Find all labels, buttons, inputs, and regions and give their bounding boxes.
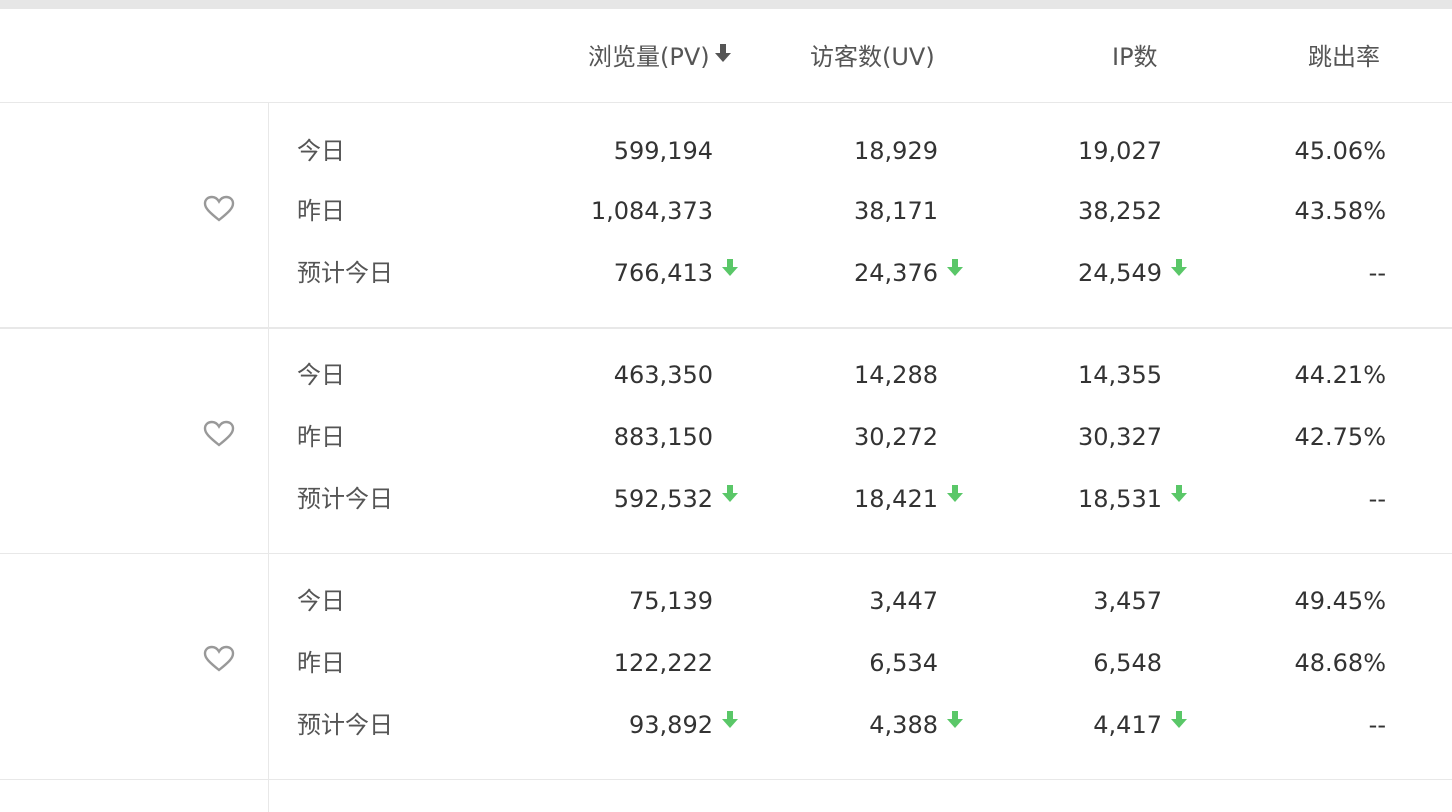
site-group: 今日 463,350 14,288 14,355 44.21% 昨日 883,1… [0,329,1452,554]
bounce-rate-value: 48.68% [1294,649,1386,677]
uv-value: 18,421 [854,485,938,513]
table-header: 浏览量(PV) 访客数(UV) IP数 跳出率 [0,9,1452,103]
bounce-rate-value: 42.75% [1294,423,1386,451]
bounce-rate-value: 44.21% [1294,361,1386,389]
column-header-pv-label: 浏览量(PV) [588,43,710,71]
row-label: 今日 [297,587,345,615]
row-label: 昨日 [297,197,345,225]
column-header-bounce-rate[interactable]: 跳出率 [1308,43,1380,71]
column-divider [268,329,269,554]
top-border [0,0,1452,9]
column-divider [268,780,269,812]
ip-value: 24,549 [1078,259,1162,287]
down-arrow-icon [721,709,739,731]
bounce-rate-value: 43.58% [1294,197,1386,225]
ip-value: 18,531 [1078,485,1162,513]
favorite-heart-icon[interactable] [203,420,235,448]
table-row-yesterday: 昨日 883,150 30,272 30,327 42.75% [0,417,1452,457]
uv-value: 6,534 [869,649,938,677]
ip-value: 38,252 [1078,197,1162,225]
ip-value: 30,327 [1078,423,1162,451]
down-arrow-icon [721,257,739,279]
row-label: 今日 [297,137,345,165]
table-row-today: 今日 75,139 3,447 3,457 49.45% [0,581,1452,621]
bounce-rate-value: -- [1368,259,1386,287]
column-divider [268,554,269,780]
pv-value: 883,150 [613,423,713,451]
group-divider [0,779,1452,780]
ip-value: 14,355 [1078,361,1162,389]
table-row-forecast: 预计今日 592,532 18,421 18,531 -- [0,479,1452,519]
down-arrow-icon [946,709,964,731]
table-row-yesterday: 昨日 122,222 6,534 6,548 48.68% [0,643,1452,683]
row-label: 昨日 [297,649,345,677]
sort-desc-icon[interactable] [714,42,732,70]
down-arrow-icon [721,483,739,505]
ip-value: 3,457 [1093,587,1162,615]
down-arrow-icon [1170,257,1188,279]
down-arrow-icon [1170,709,1188,731]
uv-value: 4,388 [869,711,938,739]
row-label: 预计今日 [297,711,393,739]
favorite-heart-icon[interactable] [203,195,235,223]
ip-value: 4,417 [1093,711,1162,739]
down-arrow-icon [946,483,964,505]
column-header-pv[interactable]: 浏览量(PV) [588,37,732,72]
ip-value: 19,027 [1078,137,1162,165]
down-arrow-icon [1170,483,1188,505]
table-row-today: 今日 599,194 18,929 19,027 45.06% [0,131,1452,171]
pv-value: 599,194 [613,137,713,165]
uv-value: 38,171 [854,197,938,225]
row-label: 今日 [297,361,345,389]
uv-value: 14,288 [854,361,938,389]
pv-value: 122,222 [613,649,713,677]
uv-value: 18,929 [854,137,938,165]
bounce-rate-value: 45.06% [1294,137,1386,165]
site-group: 今日 75,139 3,447 3,457 49.45% 昨日 122,222 … [0,554,1452,780]
pv-value: 75,139 [629,587,713,615]
bounce-rate-value: -- [1368,711,1386,739]
row-label: 昨日 [297,423,345,451]
column-header-ip[interactable]: IP数 [1112,43,1158,71]
group-divider [0,553,1452,554]
bounce-rate-value: -- [1368,485,1386,513]
table-row-forecast: 预计今日 93,892 4,388 4,417 -- [0,705,1452,745]
column-header-uv[interactable]: 访客数(UV) [810,43,935,71]
pv-value: 93,892 [629,711,713,739]
bounce-rate-value: 49.45% [1294,587,1386,615]
down-arrow-icon [946,257,964,279]
row-label: 预计今日 [297,259,393,287]
uv-value: 3,447 [869,587,938,615]
favorite-heart-icon[interactable] [203,645,235,673]
uv-value: 24,376 [854,259,938,287]
row-label: 预计今日 [297,485,393,513]
ip-value: 6,548 [1093,649,1162,677]
table-row-today: 今日 463,350 14,288 14,355 44.21% [0,355,1452,395]
group-divider [0,327,1452,329]
pv-value: 766,413 [613,259,713,287]
uv-value: 30,272 [854,423,938,451]
table-row-yesterday: 昨日 1,084,373 38,171 38,252 43.58% [0,191,1452,231]
pv-value: 463,350 [613,361,713,389]
column-divider [268,103,269,329]
site-group: 今日 599,194 18,929 19,027 45.06% 昨日 1,084… [0,103,1452,329]
table-row-forecast: 预计今日 766,413 24,376 24,549 -- [0,253,1452,293]
pv-value: 1,084,373 [590,197,713,225]
next-group-partial [0,780,1452,812]
pv-value: 592,532 [613,485,713,513]
